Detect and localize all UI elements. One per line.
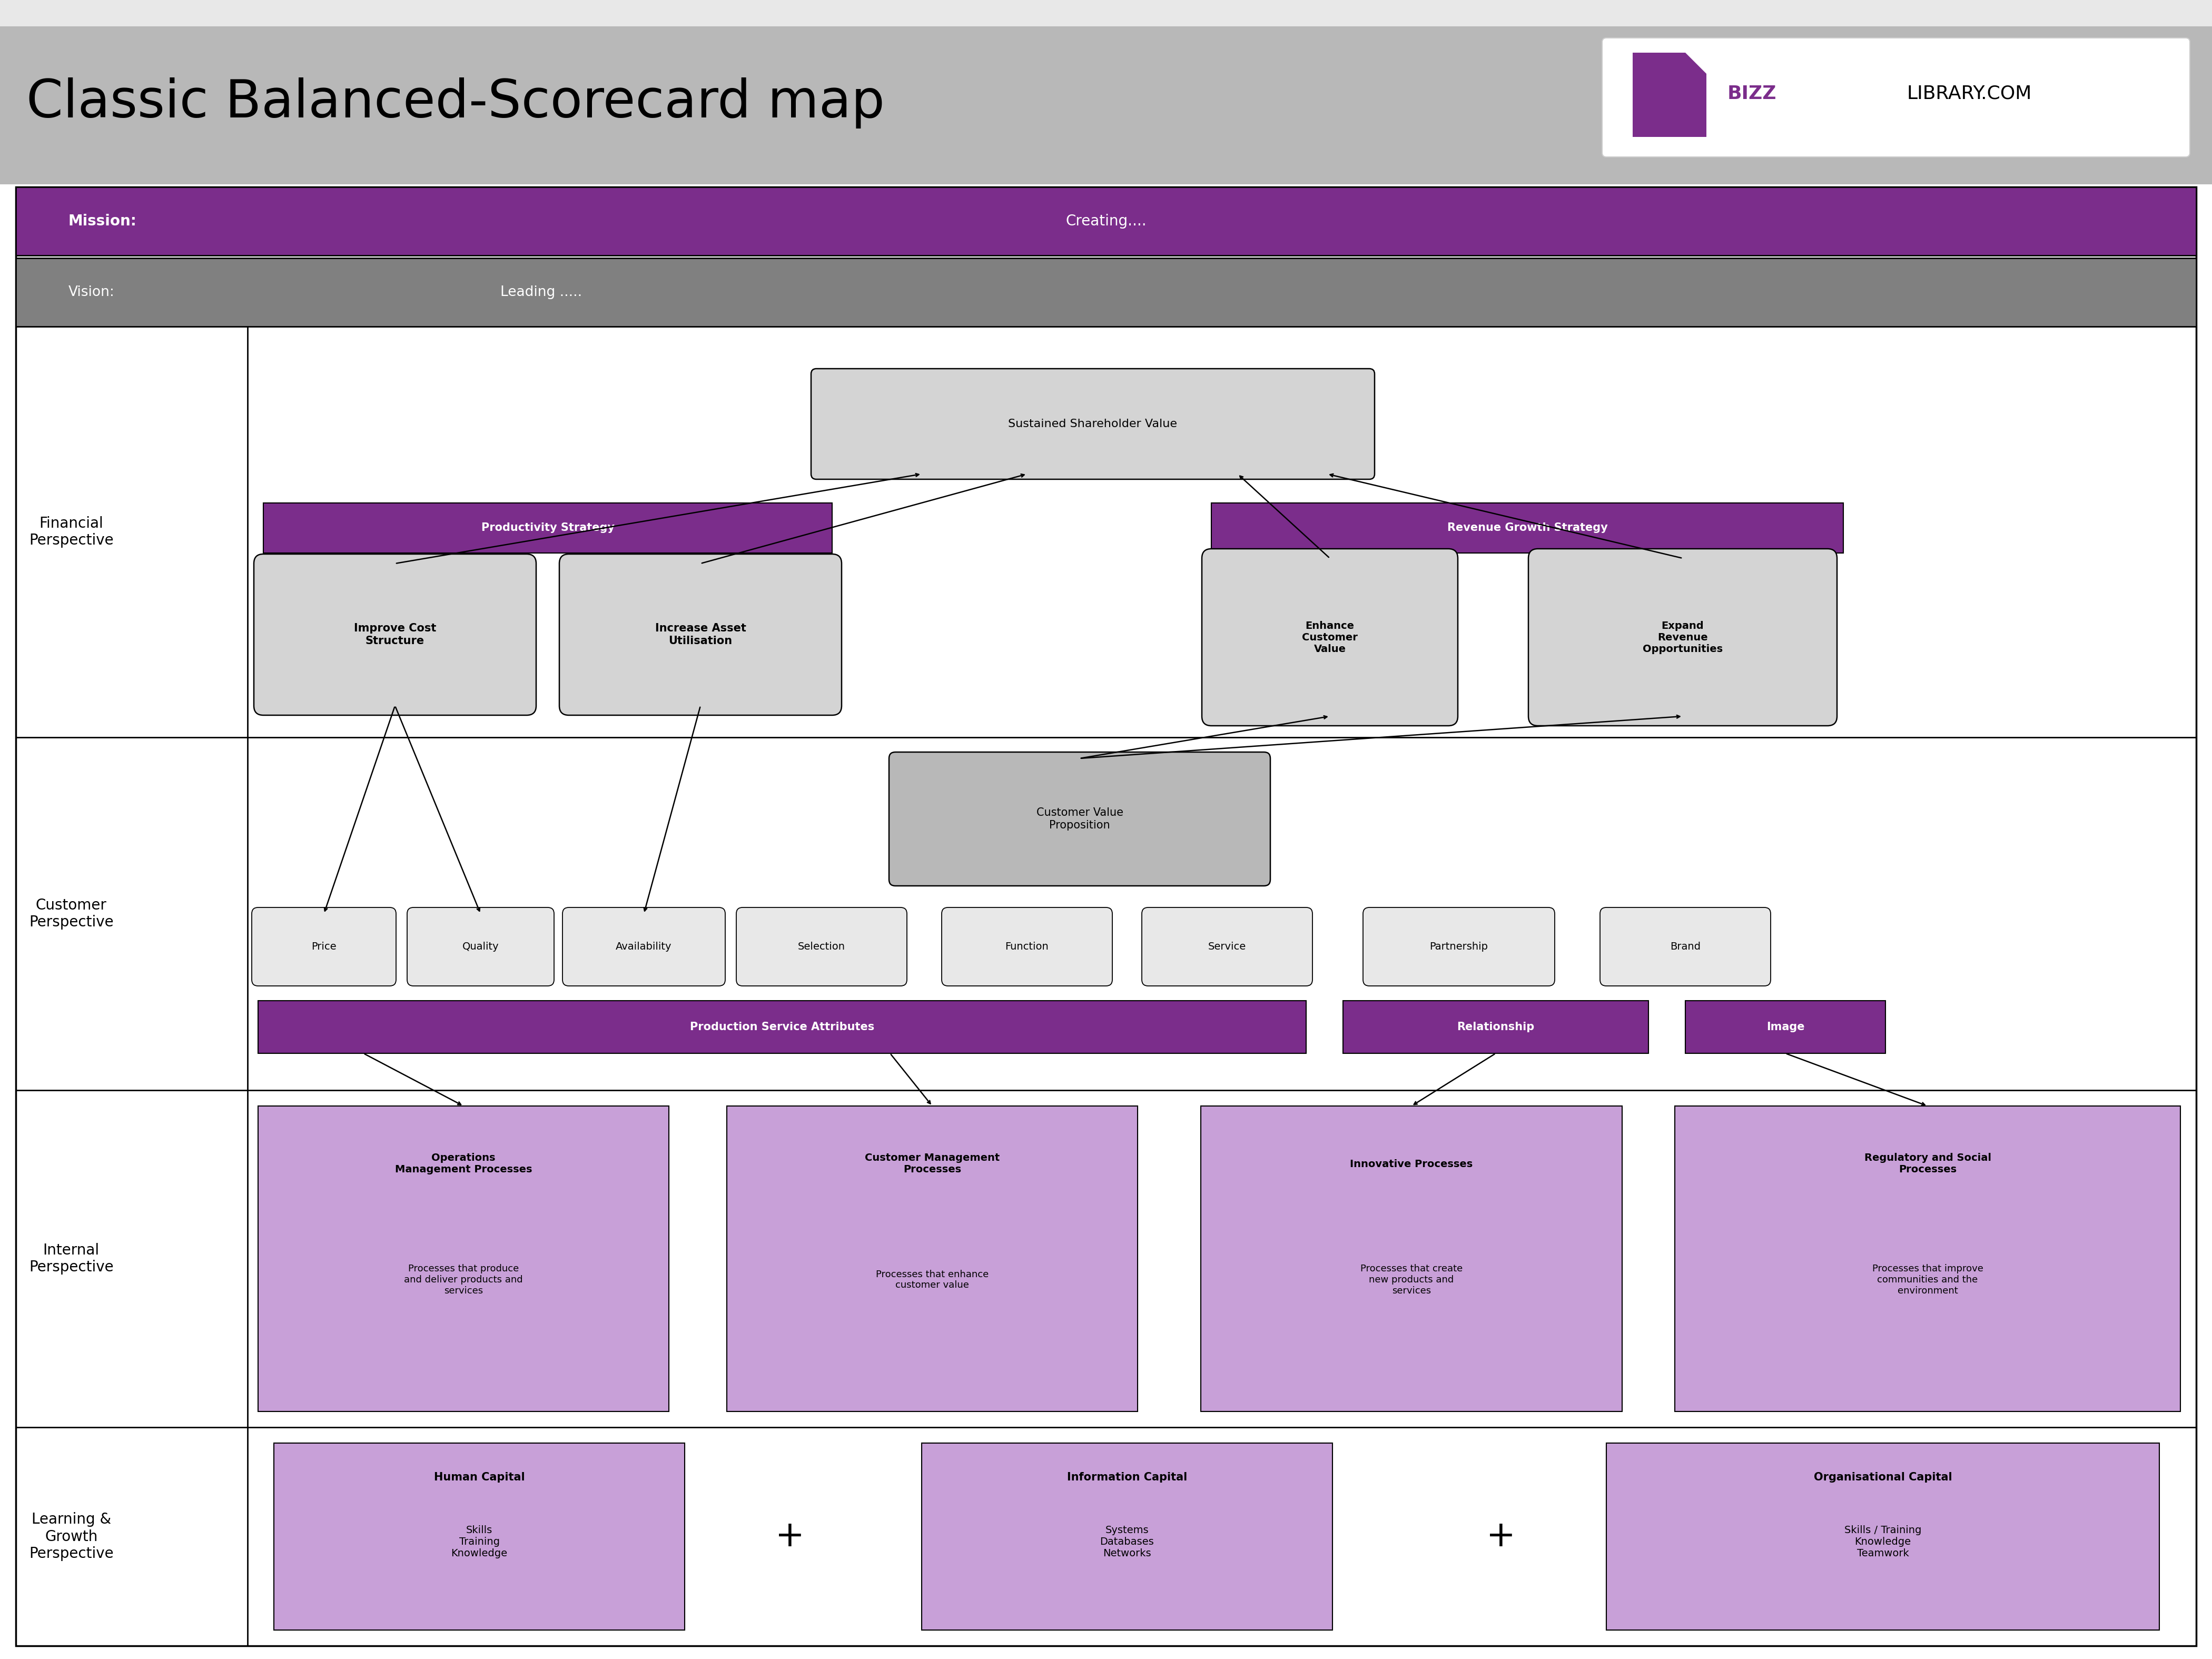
Bar: [15, 259, 2197, 327]
Bar: [274, 1443, 686, 1631]
Text: Classic Balanced-Scorecard map: Classic Balanced-Scorecard map: [27, 78, 885, 128]
FancyBboxPatch shape: [1599, 907, 1770, 985]
Bar: [15, 187, 2197, 1646]
Text: Leading .....: Leading .....: [500, 285, 582, 299]
Bar: [259, 1000, 1305, 1053]
Text: Systems
Databases
Networks: Systems Databases Networks: [1099, 1525, 1155, 1558]
Bar: [1632, 53, 1705, 138]
Text: Regulatory and Social
Processes: Regulatory and Social Processes: [1865, 1153, 1991, 1175]
Bar: [0, 27, 2212, 184]
Bar: [1674, 1107, 2181, 1412]
Text: Increase Asset
Utilisation: Increase Asset Utilisation: [655, 624, 745, 645]
Text: Productivity Strategy: Productivity Strategy: [482, 523, 615, 533]
Polygon shape: [1686, 53, 1705, 73]
Text: Relationship: Relationship: [1458, 1022, 1535, 1032]
Text: Image: Image: [1767, 1022, 1805, 1032]
Bar: [1686, 1000, 1885, 1053]
Bar: [1606, 1443, 2159, 1631]
Text: Financial
Perspective: Financial Perspective: [29, 516, 113, 547]
FancyBboxPatch shape: [1363, 907, 1555, 985]
Bar: [922, 1443, 1332, 1631]
Text: Customer Value
Proposition: Customer Value Proposition: [1035, 808, 1124, 831]
FancyBboxPatch shape: [942, 907, 1113, 985]
Text: BIZZ: BIZZ: [1728, 85, 1776, 103]
Text: Revenue Growth Strategy: Revenue Growth Strategy: [1447, 523, 1608, 533]
Bar: [728, 1107, 1137, 1412]
Text: Brand: Brand: [1670, 942, 1701, 952]
Bar: [15, 187, 2197, 255]
Text: LIBRARY.COM: LIBRARY.COM: [1907, 85, 2031, 103]
FancyBboxPatch shape: [812, 368, 1374, 479]
FancyBboxPatch shape: [1601, 38, 2190, 158]
Text: Enhance
Customer
Value: Enhance Customer Value: [1303, 620, 1358, 654]
Text: Processes that improve
communities and the
environment: Processes that improve communities and t…: [1871, 1264, 1984, 1296]
Text: Availability: Availability: [615, 942, 672, 952]
FancyBboxPatch shape: [1141, 907, 1312, 985]
Text: Innovative Processes: Innovative Processes: [1349, 1160, 1473, 1170]
Text: +: +: [776, 1520, 805, 1554]
Text: Sustained Shareholder Value: Sustained Shareholder Value: [1009, 418, 1177, 430]
Text: Service: Service: [1208, 942, 1245, 952]
Text: Processes that enhance
customer value: Processes that enhance customer value: [876, 1269, 989, 1291]
Text: Learning &
Growth
Perspective: Learning & Growth Perspective: [29, 1511, 113, 1561]
Bar: [0, 0, 2212, 27]
FancyBboxPatch shape: [889, 752, 1270, 886]
Text: Function: Function: [1004, 942, 1048, 952]
Text: Information Capital: Information Capital: [1066, 1472, 1188, 1483]
FancyBboxPatch shape: [252, 907, 396, 985]
Text: Internal
Perspective: Internal Perspective: [29, 1243, 113, 1274]
Text: Partnership: Partnership: [1429, 942, 1489, 952]
Text: Skills
Training
Knowledge: Skills Training Knowledge: [451, 1525, 507, 1558]
Text: Improve Cost
Structure: Improve Cost Structure: [354, 624, 436, 645]
FancyBboxPatch shape: [407, 907, 553, 985]
Text: Organisational Capital: Organisational Capital: [1814, 1472, 1951, 1483]
Bar: [263, 503, 832, 552]
FancyBboxPatch shape: [1201, 549, 1458, 725]
FancyBboxPatch shape: [737, 907, 907, 985]
Bar: [1212, 503, 1843, 552]
Text: Mission:: Mission:: [69, 214, 137, 229]
Text: Selection: Selection: [799, 942, 845, 952]
Text: Expand
Revenue
Opportunities: Expand Revenue Opportunities: [1644, 620, 1723, 654]
Text: Skills / Training
Knowledge
Teamwork: Skills / Training Knowledge Teamwork: [1845, 1525, 1922, 1558]
FancyBboxPatch shape: [254, 554, 535, 715]
FancyBboxPatch shape: [562, 907, 726, 985]
Text: +: +: [1486, 1520, 1515, 1554]
Text: Production Service Attributes: Production Service Attributes: [690, 1022, 874, 1032]
Text: Creating....: Creating....: [1066, 214, 1146, 229]
FancyBboxPatch shape: [560, 554, 841, 715]
Text: Processes that produce
and deliver products and
services: Processes that produce and deliver produ…: [405, 1264, 522, 1296]
Text: Human Capital: Human Capital: [434, 1472, 524, 1483]
Text: Price: Price: [312, 942, 336, 952]
Text: Processes that create
new products and
services: Processes that create new products and s…: [1360, 1264, 1462, 1296]
Bar: [1201, 1107, 1621, 1412]
Text: Vision:: Vision:: [69, 285, 115, 299]
Text: Customer
Perspective: Customer Perspective: [29, 898, 113, 929]
Text: Operations
Management Processes: Operations Management Processes: [396, 1153, 533, 1175]
Bar: [1343, 1000, 1648, 1053]
Text: Customer Management
Processes: Customer Management Processes: [865, 1153, 1000, 1175]
Text: Quality: Quality: [462, 942, 500, 952]
Bar: [259, 1107, 668, 1412]
FancyBboxPatch shape: [1528, 549, 1836, 725]
